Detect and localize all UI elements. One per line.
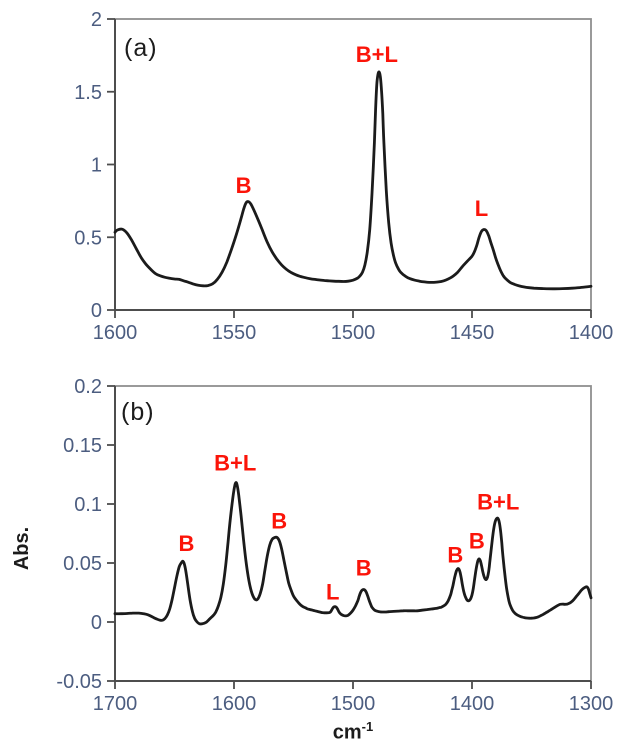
y-tick-label: 0 bbox=[91, 612, 102, 634]
y-tick-label: 2 bbox=[91, 9, 102, 31]
peak-label: B+L bbox=[214, 451, 256, 476]
axis-lines bbox=[114, 19, 591, 311]
y-tick-label: 0.5 bbox=[74, 227, 102, 249]
y-axis-title-text: Abs. bbox=[11, 526, 34, 570]
plot-border bbox=[114, 18, 592, 311]
peak-label: L bbox=[475, 196, 488, 221]
spectrum-curve bbox=[113, 481, 593, 626]
peak-label: B bbox=[178, 531, 194, 556]
panel-b-label: (b) bbox=[121, 398, 155, 426]
y-tick-label: 0.15 bbox=[63, 435, 102, 457]
y-tick-label: 1 bbox=[91, 155, 102, 177]
x-tick-label: 1500 bbox=[331, 322, 376, 344]
x-tick-label: 1600 bbox=[212, 693, 257, 715]
peak-label: B+L bbox=[356, 42, 398, 67]
y-tick-label: 0.1 bbox=[74, 494, 102, 516]
y-axis-title: Abs. bbox=[0, 500, 46, 596]
x-tick-label: 1600 bbox=[93, 322, 138, 344]
x-axis-title-base: cm bbox=[332, 721, 362, 744]
spectrum-curve bbox=[113, 70, 593, 291]
x-axis-title-superscript: -1 bbox=[361, 719, 374, 734]
y-tick-label: 0.05 bbox=[63, 553, 102, 575]
x-tick-label: 1400 bbox=[450, 693, 495, 715]
peak-label: B bbox=[469, 529, 485, 554]
peak-label: B bbox=[271, 509, 287, 534]
y-tick-label: 1.5 bbox=[74, 82, 102, 104]
peak-label: L bbox=[326, 579, 339, 604]
x-tick-label: 1550 bbox=[212, 322, 257, 344]
x-tick-label: 1400 bbox=[569, 322, 614, 344]
y-tick-label: 0.2 bbox=[74, 376, 102, 398]
y-tick-label: -0.05 bbox=[56, 671, 102, 693]
y-tick-label: 0 bbox=[91, 300, 102, 322]
x-tick-label: 1300 bbox=[569, 693, 614, 715]
x-axis-title: cm-1 bbox=[253, 719, 453, 745]
x-tick-label: 1450 bbox=[450, 322, 495, 344]
peak-label: B bbox=[447, 543, 463, 568]
x-tick-label: 1700 bbox=[93, 693, 138, 715]
peak-label: B bbox=[356, 556, 372, 581]
peak-label: B bbox=[236, 173, 252, 198]
x-tick-label: 1500 bbox=[331, 693, 376, 715]
peak-label: B+L bbox=[477, 490, 519, 515]
panel-a-label: (a) bbox=[124, 34, 158, 62]
